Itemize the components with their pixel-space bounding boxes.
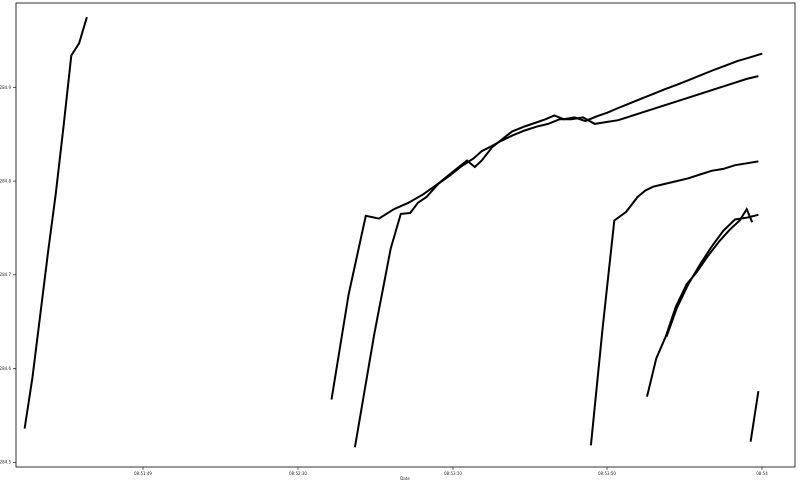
series-line-3: [353, 75, 759, 448]
series-line-4: [589, 160, 759, 446]
x-tick-label: 08:52:30: [289, 471, 307, 476]
x-tick-label: 08:53:50: [598, 471, 616, 476]
series-line-6: [665, 213, 759, 338]
x-tick-label: 08:53:10: [444, 471, 462, 476]
series-line-7: [749, 390, 760, 442]
plot-frame: [15, 2, 796, 468]
series-layer: [23, 16, 763, 448]
x-axis-label: Date: [400, 476, 410, 481]
x-axis: 08:51:49 08:52:30 08:53:10 08:53:50 08:54: [134, 467, 768, 476]
y-tick-label: 284.7: [0, 272, 11, 277]
series-line-1: [23, 16, 88, 429]
x-tick-label: 08:54: [756, 471, 768, 476]
x-tick-label: 08:51:49: [134, 471, 152, 476]
y-tick-label: 284.8: [0, 179, 11, 184]
series-line-5: [646, 207, 754, 397]
y-axis: 284.5 284.6 284.7 284.8 284.9: [0, 85, 16, 465]
y-tick-label: 284.6: [0, 366, 11, 371]
series-line-2: [330, 52, 763, 400]
y-tick-label: 284.5: [0, 460, 11, 465]
y-tick-label: 284.9: [0, 85, 11, 90]
